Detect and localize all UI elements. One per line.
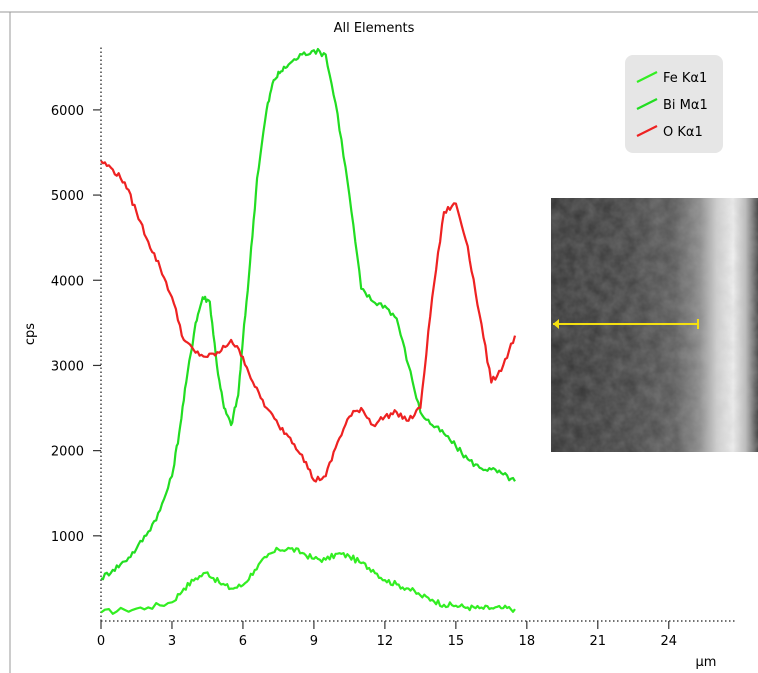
chart-title: All Elements <box>334 21 415 36</box>
axes <box>93 46 735 629</box>
legend-label: Bi Mα1 <box>663 98 708 113</box>
legend-swatch <box>636 98 658 110</box>
x-tick-label: 12 <box>377 634 394 649</box>
x-tick-label: 9 <box>310 634 318 649</box>
x-tick-label: 15 <box>448 634 465 649</box>
x-tick-label: 21 <box>590 634 607 649</box>
x-tick-label: 24 <box>660 634 677 649</box>
x-axis-label: µm <box>696 655 717 670</box>
legend-swatch <box>636 125 658 137</box>
x-tick-label: 18 <box>519 634 536 649</box>
y-axis-label: cps <box>23 323 38 345</box>
y-tick-label: 3000 <box>51 359 84 374</box>
series-line <box>100 160 517 483</box>
y-tick-label: 4000 <box>51 274 84 289</box>
sem-micrograph-inset <box>551 198 758 452</box>
series-group <box>100 47 517 615</box>
legend-swatch <box>636 71 658 83</box>
series-line <box>100 546 516 615</box>
legend-label: Fe Kα1 <box>663 71 707 86</box>
tick-labels: 0 3 6 9 12 15 18 21 24 1000 2000 3000 4000 5000 6000 <box>51 104 677 649</box>
legend: Fe Kα1 Bi Mα1 O Kα1 <box>625 55 723 153</box>
y-tick-label: 5000 <box>51 189 84 204</box>
y-tick-label: 1000 <box>51 530 84 545</box>
legend-label: O Kα1 <box>663 125 703 140</box>
y-tick-label: 2000 <box>51 445 84 460</box>
scan-line-arrow-icon <box>553 319 559 329</box>
x-tick-label: 6 <box>239 634 247 649</box>
series-line <box>100 47 516 581</box>
y-tick-label: 6000 <box>51 104 84 119</box>
x-tick-label: 3 <box>168 634 176 649</box>
x-tick-label: 0 <box>97 634 105 649</box>
